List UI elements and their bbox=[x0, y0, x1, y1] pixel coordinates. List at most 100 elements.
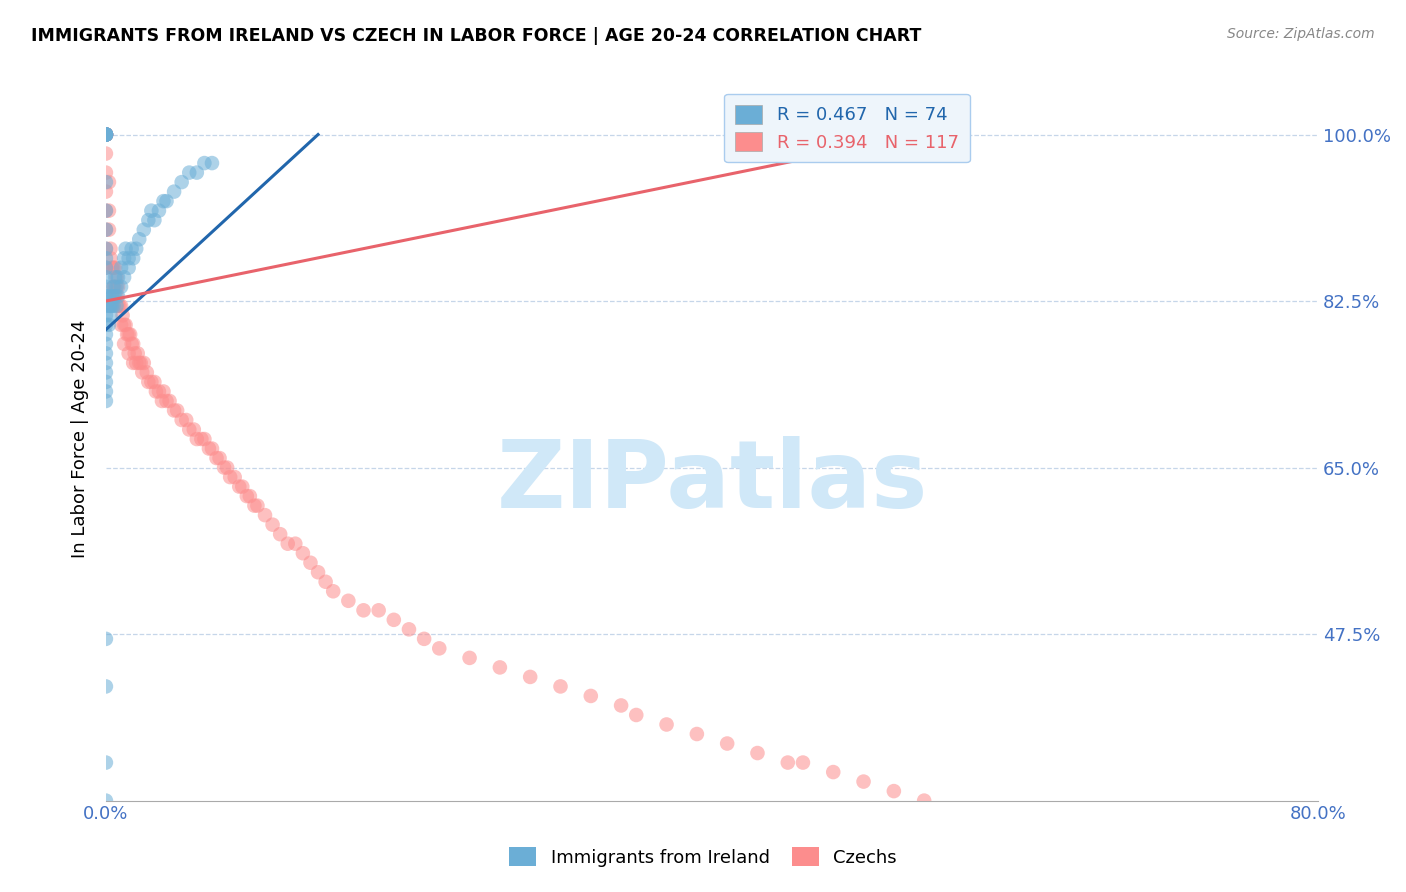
Point bbox=[101, 289, 124, 303]
Point bbox=[121, 242, 143, 256]
Point bbox=[94, 128, 117, 142]
Point bbox=[141, 203, 163, 218]
Point bbox=[112, 318, 135, 332]
Point bbox=[122, 337, 145, 351]
Point bbox=[117, 252, 139, 266]
Point bbox=[110, 260, 132, 275]
Point bbox=[792, 756, 814, 770]
Point bbox=[110, 318, 132, 332]
Point bbox=[212, 460, 235, 475]
Point bbox=[239, 489, 262, 503]
Point bbox=[236, 489, 259, 503]
Point bbox=[105, 280, 128, 294]
Text: IMMIGRANTS FROM IRELAND VS CZECH IN LABOR FORCE | AGE 20-24 CORRELATION CHART: IMMIGRANTS FROM IRELAND VS CZECH IN LABO… bbox=[31, 27, 921, 45]
Point bbox=[94, 128, 117, 142]
Point bbox=[291, 546, 314, 560]
Point bbox=[103, 280, 125, 294]
Point bbox=[208, 451, 231, 466]
Point bbox=[128, 232, 150, 246]
Point bbox=[104, 260, 127, 275]
Point bbox=[143, 213, 166, 227]
Point bbox=[686, 727, 709, 741]
Point bbox=[246, 499, 269, 513]
Point bbox=[112, 252, 135, 266]
Point bbox=[716, 737, 738, 751]
Point bbox=[138, 213, 160, 227]
Point bbox=[253, 508, 276, 523]
Point bbox=[610, 698, 633, 713]
Point bbox=[231, 480, 253, 494]
Point bbox=[94, 794, 117, 808]
Point bbox=[94, 260, 117, 275]
Point bbox=[166, 403, 188, 417]
Point bbox=[322, 584, 344, 599]
Point bbox=[94, 632, 117, 646]
Point bbox=[143, 375, 166, 389]
Point bbox=[205, 451, 228, 466]
Point bbox=[353, 603, 375, 617]
Point bbox=[117, 327, 139, 342]
Point bbox=[148, 203, 170, 218]
Point bbox=[94, 346, 117, 360]
Point bbox=[94, 375, 117, 389]
Point bbox=[413, 632, 436, 646]
Point bbox=[108, 299, 131, 313]
Point bbox=[94, 252, 117, 266]
Point bbox=[100, 242, 122, 256]
Point bbox=[110, 299, 132, 313]
Point bbox=[94, 242, 117, 256]
Point bbox=[170, 175, 193, 189]
Point bbox=[117, 260, 139, 275]
Point bbox=[94, 270, 117, 285]
Point bbox=[128, 356, 150, 370]
Point bbox=[105, 289, 128, 303]
Point bbox=[107, 280, 129, 294]
Point bbox=[94, 128, 117, 142]
Point bbox=[198, 442, 221, 456]
Point bbox=[193, 432, 215, 446]
Point bbox=[94, 680, 117, 694]
Point bbox=[284, 537, 307, 551]
Point bbox=[94, 128, 117, 142]
Point bbox=[110, 280, 132, 294]
Point bbox=[307, 566, 329, 580]
Legend: Immigrants from Ireland, Czechs: Immigrants from Ireland, Czechs bbox=[502, 840, 904, 874]
Point bbox=[94, 289, 117, 303]
Point bbox=[111, 309, 134, 323]
Point bbox=[97, 299, 120, 313]
Text: ZIPatlas: ZIPatlas bbox=[496, 436, 928, 528]
Point bbox=[262, 517, 284, 532]
Point bbox=[150, 394, 173, 409]
Point bbox=[655, 717, 678, 731]
Point bbox=[219, 470, 242, 484]
Point bbox=[519, 670, 541, 684]
Point bbox=[159, 394, 181, 409]
Point bbox=[97, 222, 120, 236]
Point bbox=[186, 432, 208, 446]
Point bbox=[145, 384, 167, 399]
Point bbox=[94, 203, 117, 218]
Point bbox=[94, 222, 117, 236]
Point bbox=[94, 128, 117, 142]
Point bbox=[183, 423, 205, 437]
Point bbox=[104, 280, 127, 294]
Point bbox=[367, 603, 389, 617]
Point bbox=[107, 270, 129, 285]
Point bbox=[163, 185, 186, 199]
Text: Source: ZipAtlas.com: Source: ZipAtlas.com bbox=[1227, 27, 1375, 41]
Point bbox=[94, 756, 117, 770]
Point bbox=[112, 270, 135, 285]
Point bbox=[94, 299, 117, 313]
Point bbox=[94, 146, 117, 161]
Point bbox=[458, 651, 481, 665]
Point bbox=[155, 194, 177, 208]
Point bbox=[117, 346, 139, 360]
Point bbox=[97, 289, 120, 303]
Point bbox=[132, 356, 155, 370]
Point bbox=[94, 128, 117, 142]
Point bbox=[138, 375, 160, 389]
Point bbox=[776, 756, 799, 770]
Point bbox=[125, 242, 148, 256]
Point bbox=[120, 327, 142, 342]
Point bbox=[135, 366, 157, 380]
